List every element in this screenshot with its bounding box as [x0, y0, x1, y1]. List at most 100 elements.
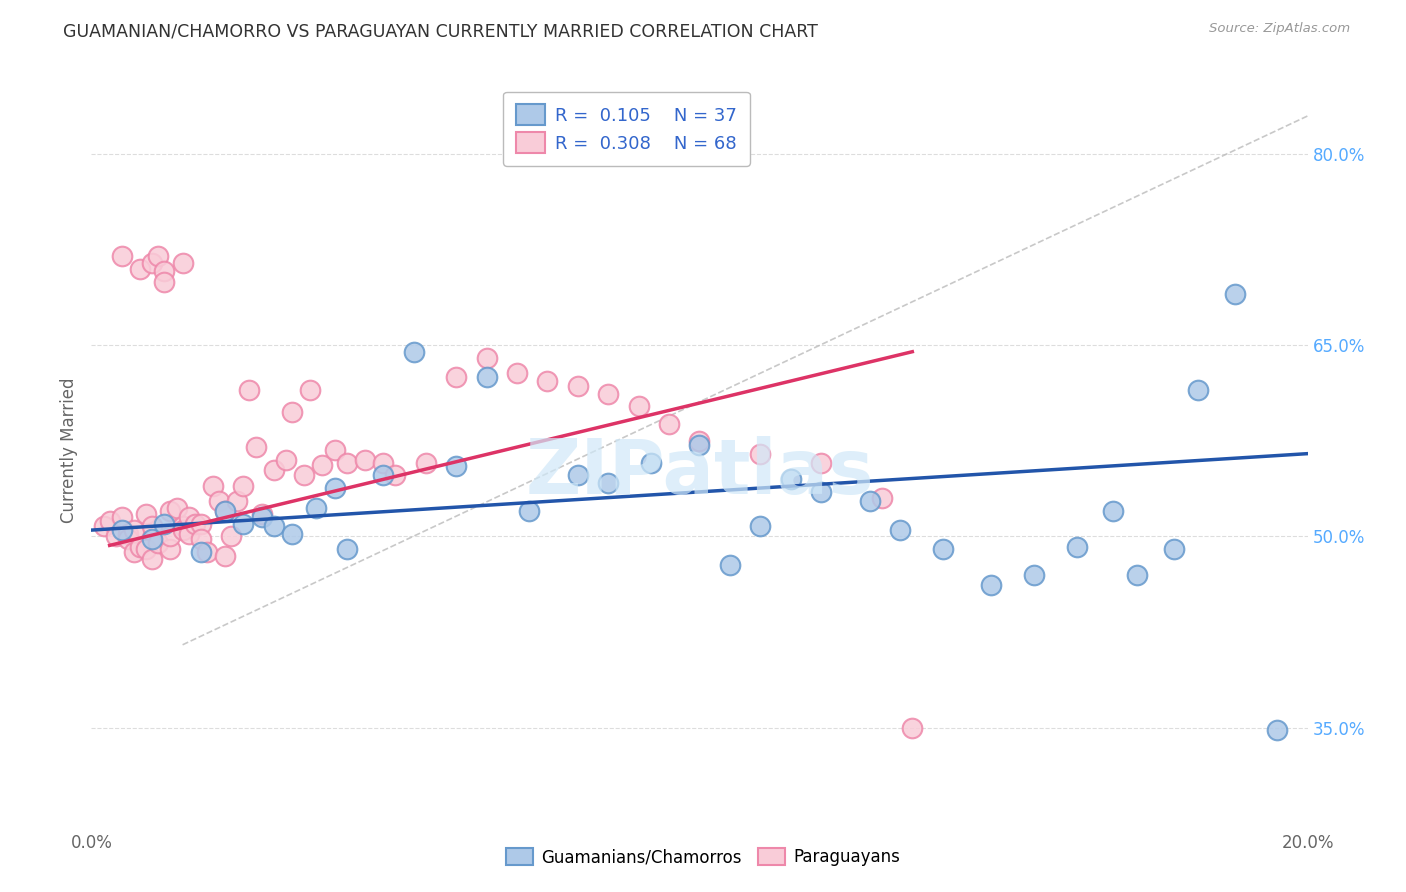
Point [153, 516, 176, 531]
Point [373, 456, 395, 470]
Point [810, 484, 832, 499]
Point [810, 456, 832, 470]
Point [93, 519, 115, 533]
Point [184, 516, 207, 531]
Point [111, 249, 134, 263]
Point [141, 552, 163, 566]
Point [627, 400, 650, 414]
Point [135, 507, 157, 521]
Point [1265, 723, 1288, 738]
Point [640, 456, 662, 470]
Point [1102, 504, 1125, 518]
Point [135, 542, 157, 557]
Point [141, 255, 163, 269]
Point [153, 275, 176, 289]
Point [172, 523, 194, 537]
Point [1187, 383, 1209, 397]
Point [148, 536, 170, 550]
Point [475, 351, 498, 365]
Point [536, 374, 558, 388]
Point [172, 519, 194, 533]
Point [226, 493, 249, 508]
Point [1163, 542, 1185, 557]
Point [889, 523, 911, 537]
Point [141, 532, 163, 546]
Point [1066, 540, 1088, 554]
Point [141, 519, 163, 533]
Point [567, 379, 589, 393]
Point [402, 344, 425, 359]
Point [274, 453, 297, 467]
Point [567, 468, 589, 483]
Point [718, 558, 741, 572]
Legend: Guamanians/Chamorros, Paraguayans: Guamanians/Chamorros, Paraguayans [498, 840, 908, 875]
Point [658, 417, 681, 432]
Point [281, 404, 304, 418]
Point [598, 475, 620, 490]
Point [159, 529, 181, 543]
Point [250, 507, 273, 521]
Point [263, 463, 285, 477]
Point [299, 383, 322, 397]
Point [195, 545, 218, 559]
Point [779, 472, 801, 486]
Point [506, 367, 529, 381]
Text: ZIPatlas: ZIPatlas [526, 436, 873, 510]
Point [214, 504, 236, 518]
Point [444, 370, 467, 384]
Y-axis label: Currently Married: Currently Married [60, 377, 79, 524]
Point [245, 440, 267, 454]
Point [153, 264, 176, 278]
Point [159, 542, 181, 557]
Point [148, 249, 170, 263]
Point [263, 519, 285, 533]
Text: Source: ZipAtlas.com: Source: ZipAtlas.com [1209, 22, 1350, 36]
Point [190, 545, 212, 559]
Point [214, 549, 236, 563]
Point [202, 478, 225, 492]
Point [177, 527, 200, 541]
Point [598, 386, 620, 401]
Point [98, 514, 121, 528]
Point [292, 468, 315, 483]
Point [980, 578, 1002, 592]
Point [384, 468, 406, 483]
Text: GUAMANIAN/CHAMORRO VS PARAGUAYAN CURRENTLY MARRIED CORRELATION CHART: GUAMANIAN/CHAMORRO VS PARAGUAYAN CURRENT… [63, 22, 818, 40]
Point [931, 542, 953, 557]
Legend: R =  0.105    N = 37, R =  0.308    N = 68: R = 0.105 N = 37, R = 0.308 N = 68 [503, 92, 749, 166]
Point [688, 434, 710, 448]
Point [177, 510, 200, 524]
Point [870, 491, 893, 506]
Point [415, 456, 437, 470]
Point [305, 501, 328, 516]
Point [214, 504, 236, 518]
Point [336, 456, 359, 470]
Point [232, 478, 254, 492]
Point [172, 255, 194, 269]
Point [281, 527, 304, 541]
Point [1126, 567, 1149, 582]
Point [159, 504, 181, 518]
Point [749, 519, 772, 533]
Point [901, 721, 924, 735]
Point [104, 529, 127, 543]
Point [219, 529, 242, 543]
Point [323, 442, 346, 457]
Point [166, 501, 188, 516]
Point [190, 532, 212, 546]
Point [859, 493, 882, 508]
Point [250, 510, 273, 524]
Point [373, 468, 395, 483]
Point [354, 453, 377, 467]
Point [111, 510, 134, 524]
Point [111, 523, 134, 537]
Point [117, 527, 139, 541]
Point [1022, 567, 1045, 582]
Point [129, 540, 152, 554]
Point [444, 459, 467, 474]
Point [238, 383, 260, 397]
Point [688, 438, 710, 452]
Point [190, 516, 212, 531]
Point [208, 493, 231, 508]
Point [749, 447, 772, 461]
